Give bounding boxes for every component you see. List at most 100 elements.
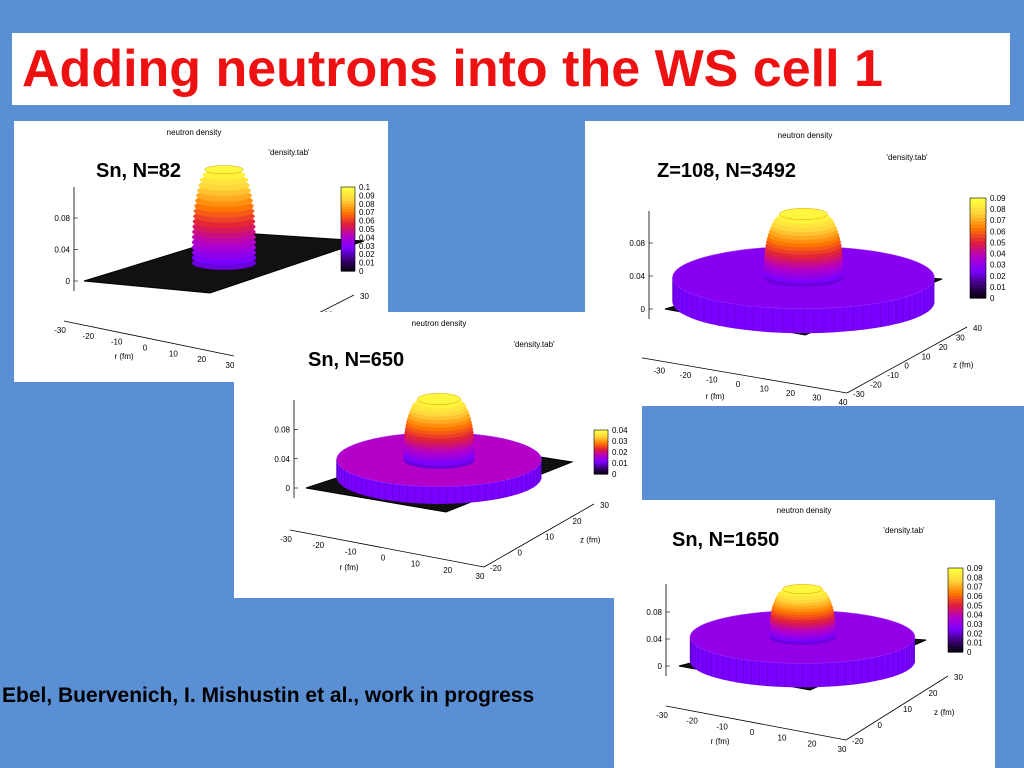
gas-disk-side xyxy=(672,277,935,334)
colorbar-band xyxy=(341,220,355,224)
y-axis-label: z (fm) xyxy=(953,360,974,369)
colorbar-band xyxy=(948,593,963,597)
colorbar-band xyxy=(948,618,963,622)
colorbar-band xyxy=(970,228,986,232)
x-axis-line xyxy=(63,320,235,357)
colorbar-label: 0.08 xyxy=(359,200,375,209)
colorbar-band xyxy=(948,612,963,617)
colorbar-band xyxy=(341,240,355,244)
colorbar-band xyxy=(341,237,355,241)
x-tick-label: -10 xyxy=(345,547,357,556)
y-tick-label: 20 xyxy=(929,689,938,698)
x-tick-label: 0 xyxy=(381,554,386,563)
colorbar-label: 0.01 xyxy=(990,283,1006,292)
colorbar-band xyxy=(341,223,355,227)
x-tick-label: -30 xyxy=(280,535,292,544)
z-tick-label: 0.04 xyxy=(629,272,645,281)
colorbar-label: 0.03 xyxy=(967,620,983,629)
colorbar-band xyxy=(594,457,608,460)
colorbar-band xyxy=(341,243,355,247)
colorbar-band xyxy=(948,638,963,642)
x-tick-label: 10 xyxy=(169,349,178,358)
colorbar-label: 0.01 xyxy=(359,259,375,268)
colorbar-label: 0.02 xyxy=(359,250,375,259)
x-tick-label: -20 xyxy=(313,541,325,550)
chart-panel-sn-n82: neutron density 'density.tab' 0.08 0.04 0 0.1… xyxy=(14,121,388,382)
colorbar-label: 0.02 xyxy=(990,272,1006,281)
colorbar-label: 0 xyxy=(359,267,364,276)
colorbar-band xyxy=(594,430,608,433)
chart-caption: Z=108, N=3492 xyxy=(657,160,796,182)
colorbar-label: 0.1 xyxy=(359,183,371,192)
colorbar-band xyxy=(970,221,986,226)
colorbar-band xyxy=(341,212,355,216)
x-tick-label: -10 xyxy=(716,722,728,731)
colorbar-label: 0.04 xyxy=(990,250,1006,259)
colorbar-band xyxy=(594,435,608,438)
colorbar-band xyxy=(594,471,608,474)
colorbar-band xyxy=(948,568,963,572)
title-bar: Adding neutrons into the WS cell 1 xyxy=(12,33,1010,105)
colorbar-band xyxy=(948,570,963,575)
colorbar-band xyxy=(970,224,986,229)
colorbar-band xyxy=(970,218,986,222)
colorbar-label: 0 xyxy=(612,470,617,479)
colorbar-band xyxy=(948,587,963,591)
colorbar-label: 0.03 xyxy=(612,437,628,446)
peak-top xyxy=(782,584,823,594)
y-tick-label: -20 xyxy=(852,737,864,746)
colorbar-label: 0 xyxy=(990,294,995,303)
colorbar-label: 0.01 xyxy=(612,459,628,468)
colorbar-band xyxy=(948,573,963,577)
colorbar-label: 0.05 xyxy=(359,225,375,234)
colorbar-label: 0.04 xyxy=(359,233,375,242)
x-tick-label: -30 xyxy=(656,711,668,720)
x-axis-label: r (fm) xyxy=(710,737,729,746)
colorbar-band xyxy=(948,576,963,580)
x-axis-label: r (fm) xyxy=(339,563,358,572)
colorbar-label: 0.02 xyxy=(612,448,628,457)
colorbar-band xyxy=(341,215,355,219)
y-tick-label: 30 xyxy=(600,501,609,510)
chart-svg: neutron density 'density.tab' 0.08 0.04 0 0.0… xyxy=(627,131,1006,406)
x-axis-line xyxy=(665,705,847,741)
plot-title: neutron density xyxy=(777,506,832,515)
colorbar-band xyxy=(970,291,986,296)
plot-legend: 'density.tab' xyxy=(268,148,310,157)
colorbar-band xyxy=(594,440,608,443)
x-tick-label: 30 xyxy=(812,394,821,403)
x-tick-label: -30 xyxy=(54,326,66,335)
colorbar-band xyxy=(948,615,963,619)
colorbar-band xyxy=(970,274,986,279)
x-tick-label: 30 xyxy=(838,745,847,754)
chart-panel-sn-n650: neutron density 'density.tab' 0.08 0.04 0 0.0… xyxy=(234,312,642,598)
chart-caption: Sn, N=650 xyxy=(308,349,405,371)
colorbar-band xyxy=(341,234,355,238)
colorbar-band xyxy=(594,466,608,469)
colorbar-label: 0.01 xyxy=(967,639,983,648)
plot-title: neutron density xyxy=(778,131,833,140)
colorbar-band xyxy=(948,579,963,583)
y-tick-label: -30 xyxy=(853,390,865,399)
x-tick-label: 40 xyxy=(839,398,848,406)
colorbar-band xyxy=(948,584,963,589)
colorbar-label: 0.08 xyxy=(990,205,1006,214)
y-tick-label: 0 xyxy=(878,721,883,730)
colorbar-band xyxy=(594,450,608,453)
chart-svg: neutron density 'density.tab' 0.08 0.04 0 0.0… xyxy=(274,319,628,581)
x-axis-label: r (fm) xyxy=(114,352,133,361)
x-tick-label: -20 xyxy=(83,332,95,341)
y-axis-label: z (fm) xyxy=(580,536,601,545)
colorbar-label: 0.07 xyxy=(990,216,1006,225)
colorbar-band xyxy=(970,214,986,219)
z-tick-label: 0 xyxy=(286,484,291,493)
colorbar-band xyxy=(970,251,986,256)
colorbar-band xyxy=(948,596,963,600)
colorbar-band xyxy=(970,234,986,239)
colorbar-band xyxy=(948,601,963,605)
colorbar-band xyxy=(948,646,963,650)
colorbar-band xyxy=(341,226,355,230)
colorbar-band xyxy=(341,189,355,194)
x-tick-label: 10 xyxy=(411,560,420,569)
colorbar-band xyxy=(970,241,986,246)
